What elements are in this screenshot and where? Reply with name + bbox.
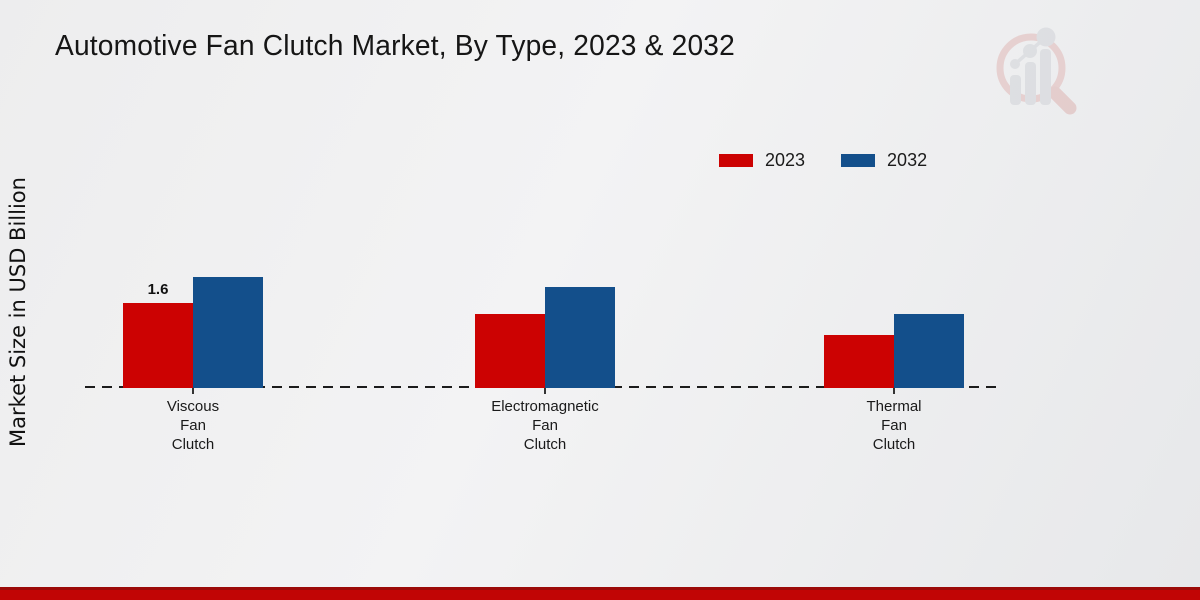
category-label-2: Thermal Fan Clutch	[784, 397, 1004, 454]
category-label-line: Fan	[180, 417, 206, 434]
category-label-line: Fan	[532, 417, 558, 434]
category-label-line: Thermal	[866, 398, 922, 415]
x-axis-tick	[192, 388, 194, 394]
category-label-line: Electromagnetic	[491, 398, 599, 415]
bar-2023-2	[824, 335, 894, 388]
bar-2023-1	[475, 314, 545, 388]
legend: 2023 2032	[719, 148, 927, 172]
legend-item-2032: 2032	[841, 150, 927, 171]
category-label-line: Fan	[881, 417, 907, 434]
footer-red-band	[0, 587, 1200, 600]
category-label-line: Clutch	[171, 436, 215, 453]
legend-swatch-2023	[719, 153, 753, 167]
category-label-line: Clutch	[523, 436, 567, 453]
x-axis-tick	[893, 388, 895, 394]
data-label-2023-0: 1.6	[147, 281, 169, 298]
category-label-line: Viscous	[166, 398, 220, 415]
legend-item-2023: 2023	[719, 150, 805, 171]
bar-2032-0	[193, 277, 263, 388]
category-label-1: Electromagnetic Fan Clutch	[435, 397, 655, 454]
x-axis-tick	[544, 388, 546, 394]
bar-2023-0	[123, 303, 193, 388]
bar-2032-2	[894, 314, 964, 388]
chart-title: Automotive Fan Clutch Market, By Type, 2…	[55, 30, 735, 62]
legend-swatch-2032	[841, 153, 876, 167]
category-label-0: Viscous Fan Clutch	[83, 397, 303, 454]
magnifier-bar-chart-logo-icon	[996, 27, 1077, 115]
legend-label-2032: 2032	[887, 149, 928, 170]
legend-label-2023: 2023	[765, 149, 806, 170]
category-label-line: Clutch	[872, 436, 916, 453]
bar-2032-1	[545, 287, 615, 388]
